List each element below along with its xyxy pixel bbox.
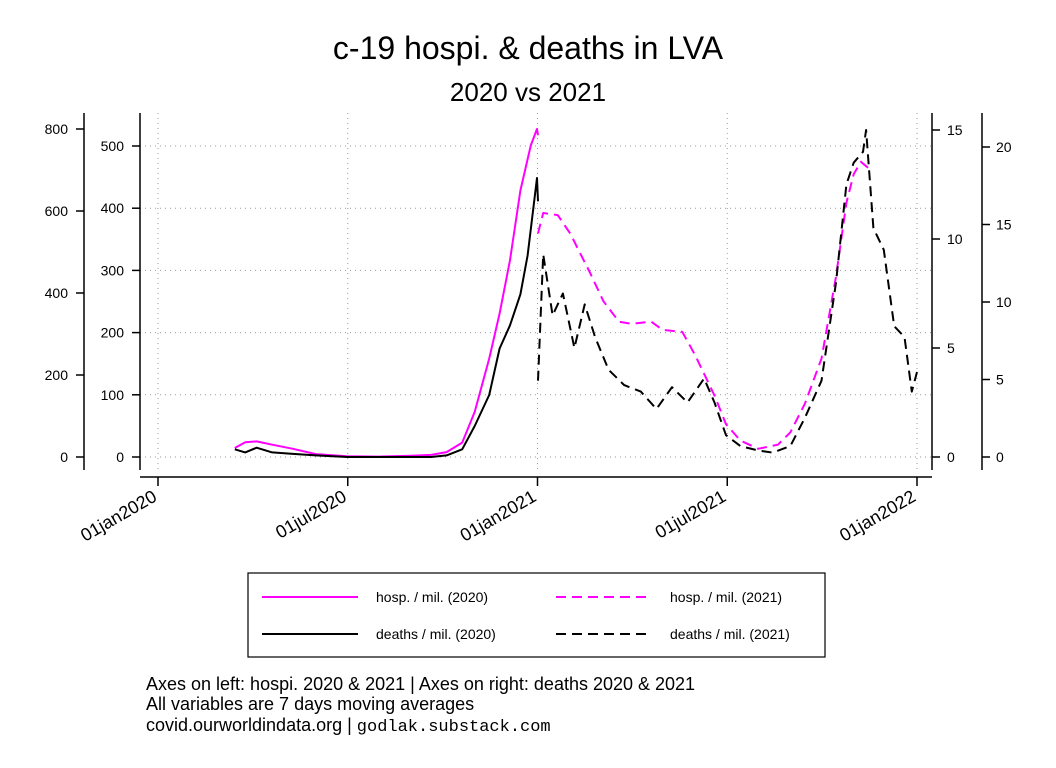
legend: hosp. / mil. (2020) hosp. / mil. (2021) de… — [247, 572, 826, 658]
y-tick-label: 15 — [996, 217, 1012, 233]
y-tick-label: 5 — [996, 372, 1004, 388]
y-tick-label: 200 — [101, 325, 125, 341]
legend-label: deaths / mil. (2020) — [376, 626, 496, 642]
y-tick-label: 200 — [45, 367, 69, 383]
x-tick-label: 01jul2021 — [652, 486, 730, 542]
y-tick-label: 5 — [947, 340, 955, 356]
legend-box — [247, 572, 826, 658]
y-tick-label: 100 — [101, 387, 125, 403]
y-tick-label: 400 — [101, 200, 125, 216]
series-line-1 — [537, 160, 869, 450]
x-tick-label: 01jan2022 — [836, 486, 919, 545]
y-tick-label: 0 — [116, 449, 124, 465]
x-tick-label: 01jan2020 — [77, 486, 160, 545]
y-tick-label: 300 — [101, 262, 125, 278]
series-line-0 — [234, 128, 539, 458]
y-tick-label: 15 — [947, 122, 963, 138]
y-tick-label: 800 — [45, 121, 69, 137]
y-tick-label: 0 — [947, 449, 955, 465]
source-link[interactable]: covid.ourworldindata.org | — [146, 715, 357, 735]
y-tick-label: 0 — [996, 449, 1004, 465]
legend-label: hosp. / mil. (2020) — [376, 589, 488, 605]
legend-label: hosp. / mil. (2021) — [670, 589, 782, 605]
y-tick-label: 20 — [996, 139, 1012, 155]
x-tick-label: 01jan2021 — [457, 486, 540, 545]
series-line-3 — [537, 129, 918, 454]
y-tick-label: 600 — [45, 203, 69, 219]
site-link[interactable]: godlak.substack.com — [356, 718, 551, 737]
x-tick-label: 01jul2020 — [272, 486, 350, 542]
y-tick-label: 500 — [101, 138, 125, 154]
y-tick-label: 0 — [60, 449, 68, 465]
y-tick-label: 10 — [996, 294, 1012, 310]
legend-label: deaths / mil. (2021) — [670, 626, 790, 642]
note-source: covid.ourworldindata.org | godlak.substa… — [146, 715, 551, 738]
y-tick-label: 400 — [45, 285, 69, 301]
y-tick-label: 10 — [947, 231, 963, 247]
chart-title: c-19 hospi. & deaths in LVA — [332, 30, 724, 66]
note-axes: Axes on left: hospi. 2020 & 2021 | Axes … — [146, 674, 696, 694]
note-averages: All variables are 7 days moving averages — [146, 694, 475, 714]
grid — [140, 113, 932, 470]
chart-subtitle: 2020 vs 2021 — [449, 77, 607, 107]
series-line-2 — [234, 177, 539, 458]
